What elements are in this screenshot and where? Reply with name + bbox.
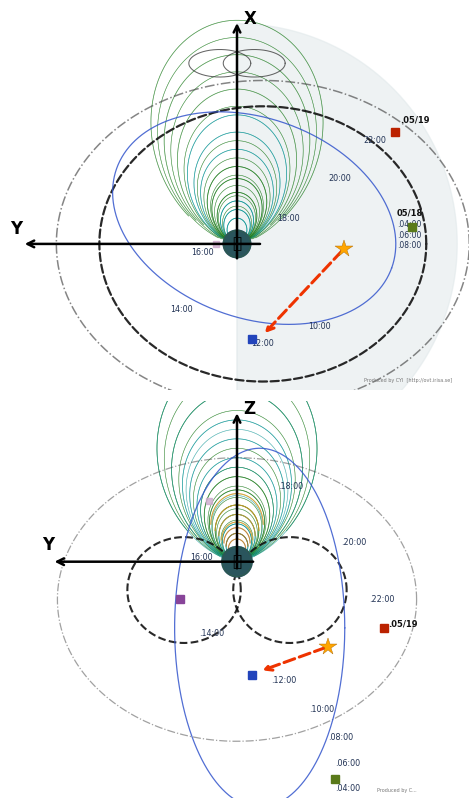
Text: .18:00: .18:00 (279, 481, 304, 491)
Text: .14:00: .14:00 (199, 629, 224, 638)
Text: .04:00: .04:00 (335, 784, 360, 793)
Circle shape (223, 230, 251, 257)
Text: 22:00: 22:00 (363, 136, 386, 145)
Text: 16:00: 16:00 (190, 553, 212, 562)
Text: .22:00: .22:00 (369, 595, 395, 604)
Text: .05/19: .05/19 (388, 620, 418, 629)
Circle shape (222, 547, 252, 577)
Text: .20:00: .20:00 (341, 538, 366, 547)
Text: Z: Z (244, 400, 256, 418)
Text: .05/19: .05/19 (401, 115, 430, 124)
Text: Y: Y (10, 220, 22, 237)
Text: 05/18: 05/18 (397, 209, 423, 217)
Text: Y: Y (42, 537, 55, 554)
Text: 12:00: 12:00 (251, 339, 274, 348)
Text: .04:00: .04:00 (397, 221, 421, 229)
Circle shape (223, 230, 251, 257)
Text: 14:00: 14:00 (171, 305, 193, 314)
Text: X: X (244, 10, 257, 28)
Text: .08:00: .08:00 (328, 733, 353, 742)
Polygon shape (237, 24, 457, 464)
Text: 🌍: 🌍 (232, 237, 242, 251)
Text: 10:00: 10:00 (308, 322, 331, 331)
Text: 🌍: 🌍 (232, 554, 242, 569)
Text: .12:00: .12:00 (271, 676, 296, 685)
Text: .06:00: .06:00 (397, 231, 421, 240)
Text: 20:00: 20:00 (329, 174, 352, 183)
Text: .10:00: .10:00 (309, 705, 334, 714)
Text: 16:00: 16:00 (191, 248, 214, 257)
Text: 18:00: 18:00 (277, 213, 300, 223)
Text: Produced by CYI  [http://ovt.irisa.se]: Produced by CYI [http://ovt.irisa.se] (364, 378, 452, 383)
Text: .08:00: .08:00 (397, 241, 421, 250)
Circle shape (222, 547, 252, 577)
Text: Produced by C...: Produced by C... (377, 788, 417, 793)
Text: .06:00: .06:00 (335, 759, 360, 768)
